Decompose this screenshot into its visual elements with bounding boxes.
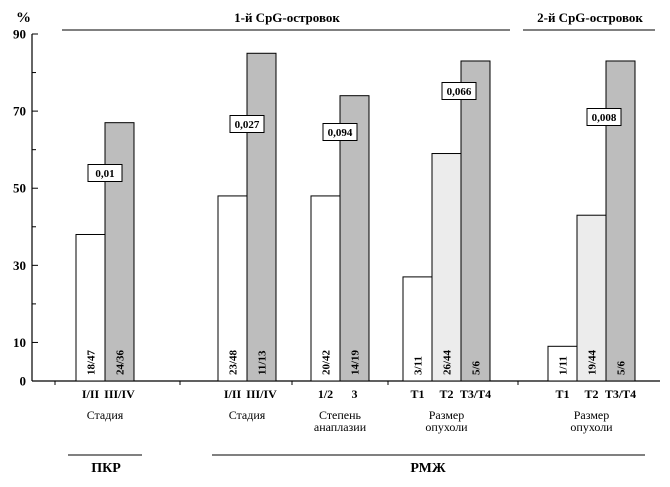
p-value-box	[87, 164, 123, 182]
disease-label-1: ПКР	[91, 461, 121, 476]
bar-fraction-label: 18/47	[86, 349, 98, 375]
disease-label-2: РМЖ	[410, 461, 445, 476]
p-value-label: 0,027	[235, 119, 260, 131]
category-label: T2	[584, 387, 598, 401]
bar-fraction-label: 14/19	[350, 349, 362, 375]
bar-group: 23/48 I/II 11/13 III/IV Стадия 0,027	[217, 52, 277, 422]
bar-fraction-label: 5/6	[471, 360, 483, 375]
bar	[576, 214, 607, 382]
y-tick-label: 70	[13, 104, 26, 119]
category-label: I/II	[82, 387, 100, 401]
group-label: Размер	[574, 408, 610, 422]
group-label: Степень	[319, 408, 362, 422]
bar	[460, 60, 491, 382]
group-label: анаплазии	[314, 420, 367, 434]
bars: 18/47I/II24/36III/IVСтадия0,0123/48I/II1…	[75, 52, 636, 434]
category-label: T1	[410, 387, 424, 401]
p-value-label: 0,01	[95, 168, 114, 180]
category-label: 1/2	[318, 387, 333, 401]
group-label: Стадия	[229, 408, 266, 422]
bar-fraction-label: 24/36	[115, 349, 127, 375]
section-title-1: 1-й CpG-островок	[234, 10, 340, 25]
bar-fraction-label: 20/42	[321, 349, 333, 375]
bar	[402, 276, 433, 382]
p-value-label: 0,094	[328, 127, 353, 139]
bar	[431, 153, 462, 382]
group-label: опухоли	[425, 420, 468, 434]
y-tick-label: 30	[13, 258, 26, 273]
p-value-box	[322, 123, 358, 141]
bar	[339, 95, 370, 382]
group-label: Размер	[429, 408, 465, 422]
y-tick-label: 10	[13, 335, 26, 350]
p-value-box	[229, 115, 265, 133]
p-value-box	[586, 108, 622, 126]
category-label: 3	[352, 387, 358, 401]
y-tick-label: 90	[13, 27, 26, 42]
bar	[104, 122, 135, 382]
bar-fraction-label: 26/44	[442, 349, 454, 375]
bar	[310, 195, 341, 382]
bar-fraction-label: 3/11	[413, 356, 425, 375]
p-value-label: 0,066	[447, 86, 472, 98]
p-value-box	[441, 82, 477, 100]
category-label: T3/T4	[460, 387, 491, 401]
category-label: T2	[439, 387, 453, 401]
bar-fraction-label: 11/13	[257, 350, 269, 375]
category-label: T1	[555, 387, 569, 401]
bar-fraction-label: 23/48	[228, 349, 240, 375]
bar	[246, 52, 277, 382]
category-label: III/IV	[104, 387, 135, 401]
bar-fraction-label: 19/44	[587, 349, 599, 375]
y-axis-label: %	[16, 10, 31, 26]
bar-fraction-label: 1/11	[558, 356, 570, 375]
bar	[75, 233, 106, 382]
y-tick-label: 50	[13, 181, 26, 196]
group-label: опухоли	[570, 420, 613, 434]
category-label: I/II	[224, 387, 242, 401]
bar	[547, 345, 578, 382]
category-label: T3/T4	[605, 387, 636, 401]
bar-group: 18/47 I/II 24/36 III/IV Стадия 0,01	[75, 122, 135, 422]
section-title-2: 2-й CpG-островок	[537, 10, 643, 25]
p-value-label: 0,008	[592, 112, 617, 124]
bar-fraction-label: 5/6	[616, 360, 628, 375]
y-tick-label: 0	[20, 374, 27, 389]
category-label: III/IV	[246, 387, 277, 401]
group-label: Стадия	[87, 408, 124, 422]
